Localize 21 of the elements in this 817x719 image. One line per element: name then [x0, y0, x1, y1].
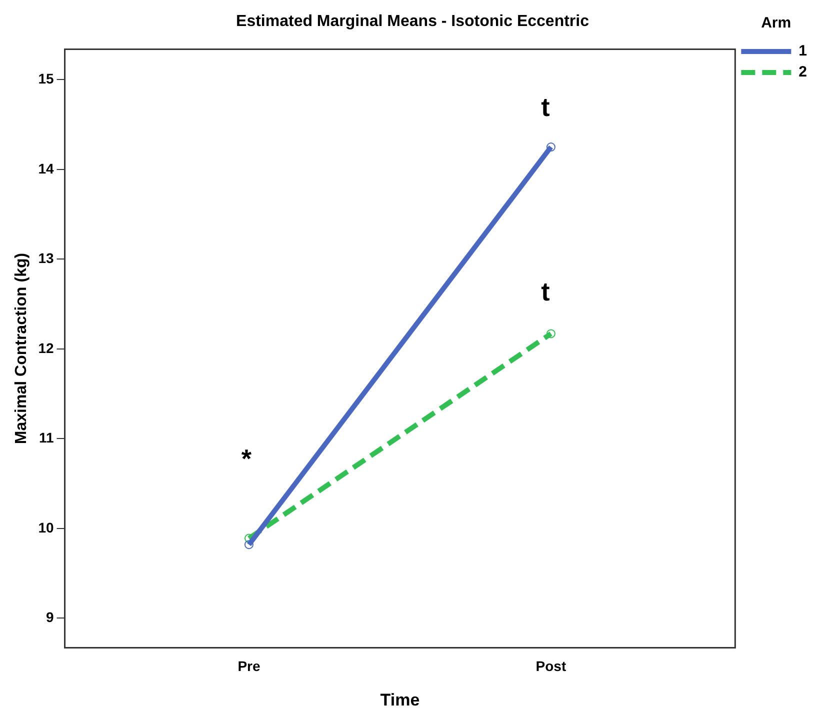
chart-title: Estimated Marginal Means - Isotonic Eccentric: [236, 13, 590, 30]
y-tick-label: 15: [38, 70, 54, 87]
x-tick-label: Pre: [238, 658, 260, 674]
y-tick-label: 12: [38, 340, 54, 356]
annotation: *: [241, 444, 252, 474]
legend-title: Arm: [761, 14, 792, 32]
y-tick-label: 13: [38, 250, 54, 266]
point: [546, 329, 556, 338]
point: [546, 142, 556, 152]
y-tick-label: 14: [38, 160, 54, 176]
annotation: t: [541, 92, 550, 122]
legend-label: 1: [798, 42, 807, 60]
legend-label: 2: [798, 64, 807, 81]
annotation: t: [541, 276, 550, 307]
y-tick-label: 10: [38, 519, 54, 536]
y-axis-title: Maximal Contraction (kg): [13, 252, 30, 444]
y-tick-label: 9: [46, 609, 54, 626]
x-axis-title: Time: [380, 690, 420, 710]
y-tick-label: 11: [38, 430, 54, 446]
x-tick-label: Post: [536, 658, 566, 674]
point: [244, 540, 254, 550]
